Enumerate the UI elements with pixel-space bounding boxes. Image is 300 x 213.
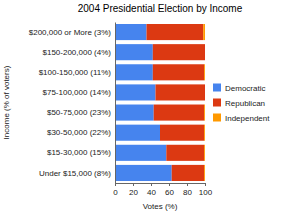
bar [156,84,206,100]
y-tick: $15-30,000 (15%) [47,148,111,157]
legend-item: Independent [213,114,270,123]
y-tick-label: $100-150,000 (11%) [39,68,112,77]
y-tick: $50-75,000 (23%) [47,108,111,117]
x-tick: 20 [129,183,138,197]
bar [147,24,204,40]
y-tick-label: $200,000 or More (3%) [29,28,112,37]
bar [154,105,204,121]
bar [153,44,205,60]
y-tick-label: $50-75,000 (23%) [47,108,111,117]
bar [172,165,204,181]
y-tick-label: $150-200,000 (4%) [43,48,112,57]
y-tick-label: $75-100,000 (14%) [43,88,112,97]
plot: 0 20 40 60 80 100 $200,000 or More (3%) $150-20… [29,23,213,197]
legend-item: Republican [213,99,265,108]
legend-label: Republican [225,99,265,108]
y-tick: $100-150,000 (11%) [39,68,112,77]
x-tick: 100 [199,183,213,197]
legend-label: Democratic [225,84,265,93]
y-tick-label: $30-50,000 (22%) [47,128,111,137]
bar [205,84,206,100]
legend-swatch [213,84,221,92]
bar [204,125,205,141]
bar [115,24,147,40]
x-axis-title: Votes (%) [143,202,178,211]
bar [115,105,154,121]
x-axis-line [116,184,206,187]
x-tick-mark [151,183,152,186]
x-tick-label: 80 [183,188,192,197]
bar [205,44,206,60]
x-tick: 40 [147,183,156,197]
bar [115,44,153,60]
legend-swatch [213,114,221,122]
bar [203,24,205,40]
y-tick: $200,000 or More (3%) [29,28,112,37]
legend: Democratic Republican Independent [213,84,270,123]
y-axis: $200,000 or More (3%) $150-200,000 (4%) $1… [29,23,116,184]
x-tick: 0 [113,183,118,197]
x-tick-mark [187,183,188,186]
x-tick-label: 60 [165,188,174,197]
x-tick: 60 [165,183,174,197]
y-tick-label: $15-30,000 (15%) [47,148,111,157]
x-tick-label: 40 [147,188,156,197]
bar [160,125,204,141]
chart: 2004 Presidential Election by Income 0 20 4… [0,0,300,213]
legend-item: Democratic [213,84,265,93]
x-tick-label: 0 [113,188,118,197]
bar [115,84,156,100]
bar [115,125,160,141]
series [203,24,205,181]
y-tick: Under $15,000 (8%) [39,168,111,177]
x-tick-mark [169,183,170,186]
bar [115,64,153,80]
bar [115,165,172,181]
x-tick-mark [133,183,134,186]
x-tick: 80 [183,183,192,197]
y-axis-line [115,23,116,184]
bar [115,145,166,161]
y-tick: $30-50,000 (22%) [47,128,111,137]
bar [204,105,205,121]
bar [153,64,204,80]
x-tick-label: 20 [129,188,138,197]
title: 2004 Presidential Election by Income [78,3,243,14]
series [147,24,206,181]
x-tick-label: 100 [199,188,213,197]
bar [166,145,204,161]
page: {"chart_data": {"type": "bar", "orientat… [0,0,300,213]
legend-swatch [213,99,221,107]
y-tick-label: Under $15,000 (8%) [39,168,111,177]
bar [204,145,205,161]
legend-label: Independent [225,114,270,123]
x-axis: 0 20 40 60 80 100 [113,183,212,197]
y-tick: $150-200,000 (4%) [43,48,112,57]
bar [204,64,205,80]
x-tick-mark [205,183,206,186]
bar [204,165,205,181]
y-tick: $75-100,000 (14%) [43,88,112,97]
bars [115,24,205,181]
y-axis-title: Income (% of voters) [2,65,11,139]
